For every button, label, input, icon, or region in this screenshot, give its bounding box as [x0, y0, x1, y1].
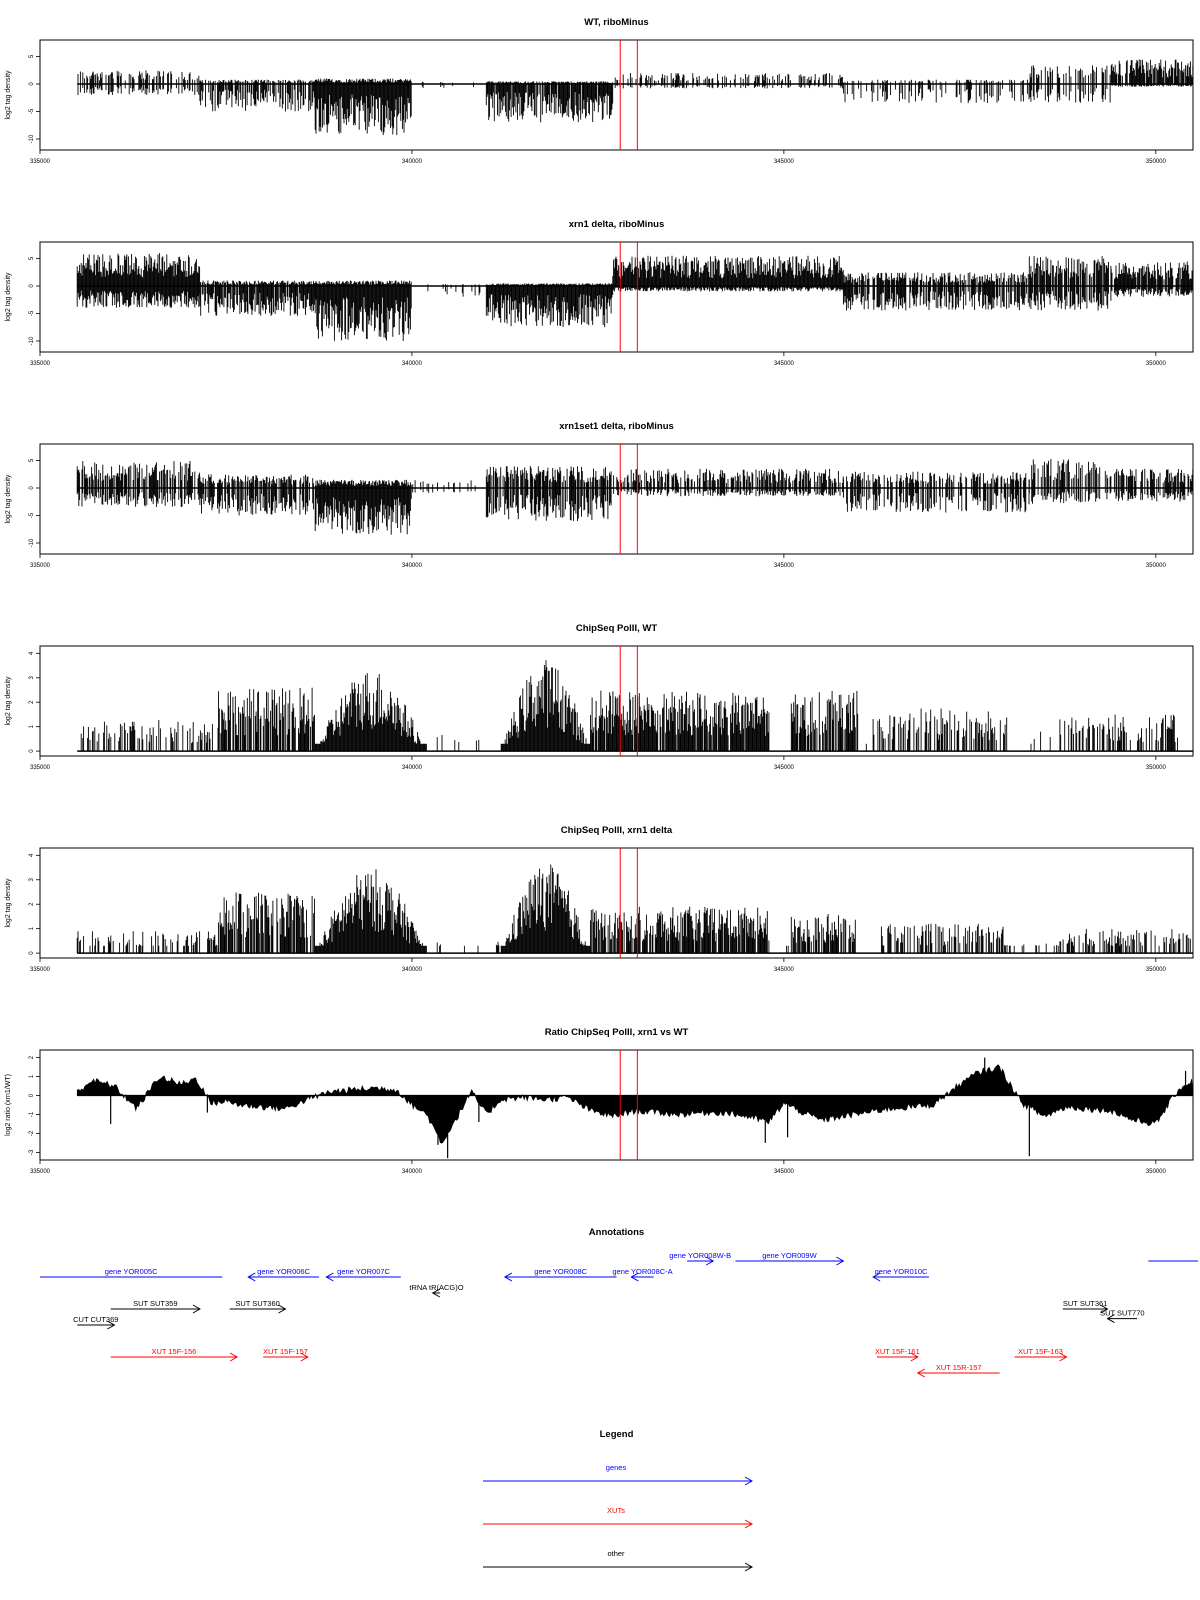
x-tick-label: 340000 — [402, 563, 423, 569]
chart-title: xrn1set1 delta, riboMinus — [559, 421, 674, 432]
x-tick-label: 340000 — [402, 159, 423, 165]
y-axis-label: log2 tag density — [5, 70, 12, 120]
data-bars — [77, 59, 1194, 136]
chart-panel-2: xrn1 delta, riboMinus log2 tag density 5 0 -… — [5, 219, 1194, 367]
chart-panel-3: xrn1set1 delta, riboMinus log2 tag densit… — [5, 421, 1194, 569]
chart-title: WT, riboMinus — [584, 17, 648, 28]
x-tick-label: 350000 — [1146, 361, 1167, 367]
data-bars — [76, 253, 1194, 341]
y-tick-label: -5 — [29, 512, 35, 518]
plot-frame — [39, 443, 1194, 555]
y-axis-label: log2 tag density — [5, 474, 12, 524]
y-tick-label: -5 — [29, 310, 35, 316]
x-tick-label: 335000 — [30, 361, 51, 367]
x-tick-label: 345000 — [774, 563, 795, 569]
y-tick-label: 0 — [29, 82, 35, 86]
y-tick-label: -5 — [29, 108, 35, 114]
y-tick-label: 5 — [29, 458, 35, 462]
chart-panel-1: WT, riboMinus log2 tag density 5 0 -5 -10 3350… — [5, 17, 1194, 165]
y-tick-label: -10 — [29, 538, 35, 547]
x-tick-label: 335000 — [30, 159, 51, 165]
y-tick-label: 0 — [29, 486, 35, 490]
x-tick-label: 350000 — [1146, 159, 1167, 165]
y-tick-label: 0 — [29, 284, 35, 288]
data-bars — [76, 459, 1194, 535]
y-tick-label: 5 — [29, 256, 35, 260]
x-tick-label: 335000 — [30, 563, 51, 569]
plot-frame — [39, 241, 1194, 353]
y-tick-label: -10 — [29, 336, 35, 345]
x-tick-label: 340000 — [402, 361, 423, 367]
x-tick-label: 345000 — [774, 159, 795, 165]
x-tick-label: 345000 — [774, 361, 795, 367]
chart-title: xrn1 delta, riboMinus — [569, 219, 665, 230]
y-axis-label: log2 tag density — [5, 272, 12, 322]
plot-frame — [39, 39, 1194, 151]
y-tick-label: -10 — [29, 134, 35, 143]
x-tick-label: 350000 — [1146, 563, 1167, 569]
y-tick-label: 5 — [29, 54, 35, 58]
